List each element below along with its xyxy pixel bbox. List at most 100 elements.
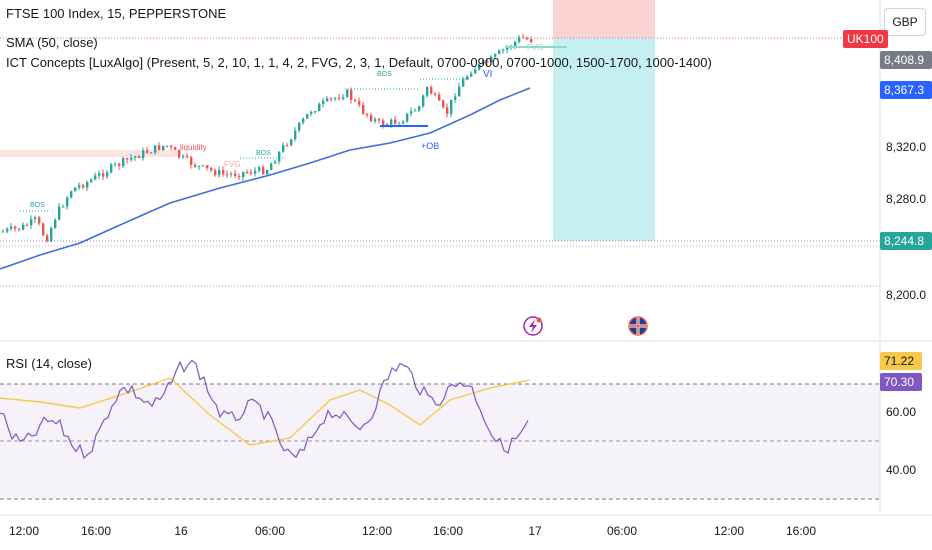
candle-body: [330, 98, 333, 100]
candle-body: [502, 49, 505, 51]
candle-body: [82, 185, 85, 188]
candle-body: [150, 152, 153, 154]
candle-body: [166, 145, 169, 147]
candle-body: [370, 115, 373, 122]
candle-body: [446, 107, 449, 114]
candle-body: [250, 172, 253, 174]
candle-body: [14, 226, 17, 229]
liquidity-label: liquidity: [180, 143, 207, 152]
candle-body: [286, 145, 289, 147]
candle-body: [526, 38, 529, 40]
price-axis-label-8320: 8,320.0: [886, 140, 927, 154]
candle-body: [358, 101, 361, 105]
candle-body: [18, 228, 21, 230]
candle-body: [110, 164, 113, 173]
candle-body: [146, 150, 149, 153]
candle-body: [126, 158, 129, 160]
candle-body: [498, 50, 501, 54]
candle-body: [514, 41, 517, 47]
candle-body: [30, 219, 33, 226]
candle-body: [138, 156, 141, 158]
symbol-legend[interactable]: FTSE 100 Index, 15, PEPPERSTONE: [6, 6, 227, 21]
candle-body: [158, 145, 161, 150]
candle-body: [382, 120, 385, 127]
rsi-line[interactable]: [0, 359, 529, 460]
candle-body: [438, 94, 441, 101]
candle-body: [410, 111, 413, 114]
candle-body: [302, 118, 305, 123]
candle-body: [218, 170, 221, 176]
candle-body: [478, 63, 481, 70]
candle-body: [466, 76, 469, 80]
candle-body: [298, 122, 301, 131]
candle-body: [78, 185, 81, 188]
rsi-axis-label-40: 40.00: [886, 463, 917, 477]
time-label-3: 16: [174, 524, 188, 538]
sma-line[interactable]: [0, 87, 531, 270]
candle-body: [258, 167, 261, 171]
candle-body: [414, 110, 417, 112]
time-label-1: 12:00: [8, 524, 40, 538]
candle-body: [86, 181, 89, 188]
candles[interactable]: [2, 33, 533, 243]
candle-body: [434, 93, 437, 95]
candle-body: [374, 119, 377, 122]
rsi-ma-line[interactable]: [0, 377, 531, 446]
candle-body: [210, 168, 213, 171]
candle-body: [494, 53, 497, 57]
candle-body: [454, 96, 457, 100]
candle-body: [42, 223, 45, 236]
candle-body: [170, 145, 173, 148]
rsi-legend[interactable]: RSI (14, close): [6, 356, 92, 371]
candle-body: [118, 163, 121, 166]
uk-flag-icon[interactable]: [628, 316, 648, 336]
candle-body: [278, 151, 281, 162]
candle-body: [66, 197, 69, 207]
candle-body: [306, 113, 309, 119]
candle-body: [222, 170, 225, 175]
rsi-ma-tag: 71.22: [880, 352, 922, 370]
candle-body: [178, 149, 181, 158]
time-label-4: 06:00: [254, 524, 286, 538]
time-label-8: 06:00: [606, 524, 638, 538]
candle-body: [398, 123, 401, 125]
candle-body: [294, 130, 297, 140]
currency-button[interactable]: GBP: [884, 8, 926, 36]
take-profit-zone[interactable]: [553, 38, 655, 241]
candle-body: [94, 175, 97, 180]
sma-legend[interactable]: SMA (50, close): [6, 35, 98, 50]
candle-body: [458, 86, 461, 97]
candle-body: [58, 206, 61, 220]
candle-body: [462, 79, 465, 87]
candle-body: [482, 60, 485, 64]
candle-body: [246, 171, 249, 173]
time-label-7: 17: [528, 524, 542, 538]
candle-body: [186, 155, 189, 158]
candle-body: [182, 155, 185, 158]
candle-body: [226, 174, 229, 176]
candle-body: [34, 217, 37, 220]
stop-loss-zone[interactable]: [553, 0, 655, 38]
candle-body: [238, 175, 241, 177]
candle-body: [130, 157, 133, 160]
candle-body: [22, 224, 25, 230]
candle-body: [274, 161, 277, 164]
candle-body: [518, 37, 521, 42]
ict-legend[interactable]: ICT Concepts [LuxAlgo] (Present, 5, 2, 1…: [6, 55, 712, 70]
last-price-tag: 8,408.9: [880, 51, 932, 69]
lightning-event-icon[interactable]: [523, 316, 543, 336]
time-label-2: 16:00: [80, 524, 112, 538]
candle-body: [262, 167, 265, 175]
candle-body: [102, 173, 105, 177]
candle-body: [474, 69, 477, 74]
vi-label: VI: [483, 69, 492, 80]
candle-body: [214, 170, 217, 176]
candle-body: [122, 158, 125, 166]
candle-body: [242, 171, 245, 177]
time-label-10: 16:00: [785, 524, 817, 538]
time-label-9: 12:00: [713, 524, 745, 538]
candle-body: [362, 104, 365, 114]
candle-body: [54, 219, 57, 228]
candle-body: [490, 56, 493, 63]
